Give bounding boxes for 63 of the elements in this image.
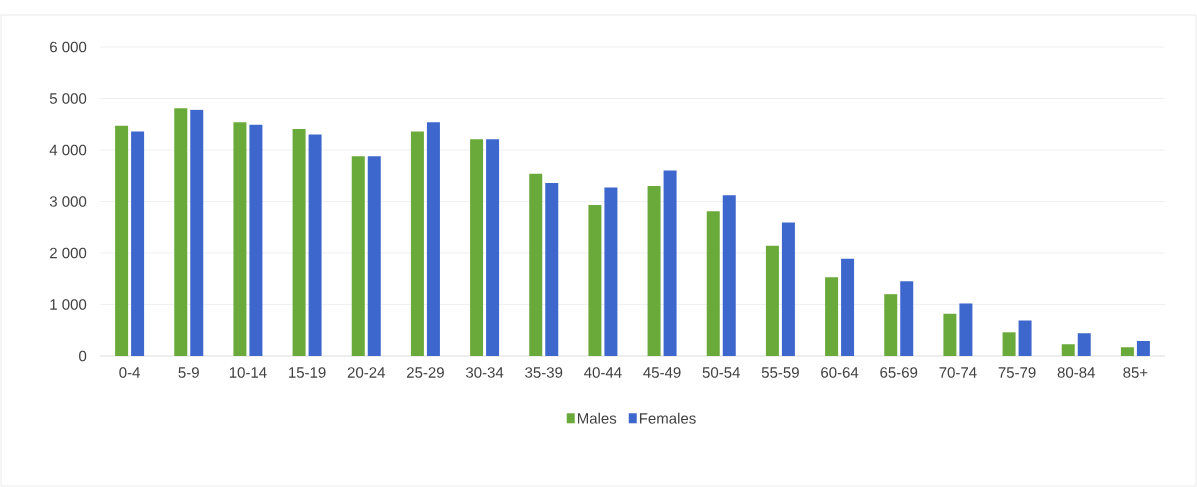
bar <box>900 281 914 356</box>
legend-label: Males <box>577 412 617 424</box>
x-tick-label: 65-69 <box>880 367 918 378</box>
y-tick-label: 4 000 <box>49 144 87 156</box>
x-tick-label: 35-39 <box>525 367 563 378</box>
bar <box>1061 344 1075 356</box>
bar <box>588 205 602 356</box>
x-tick-label: 50-54 <box>702 367 740 378</box>
bar <box>706 211 720 356</box>
y-tick-label: 2 000 <box>50 247 87 259</box>
bar <box>765 245 779 356</box>
bar <box>1077 333 1091 356</box>
legend-label: Females <box>639 412 696 424</box>
bar <box>1002 332 1016 356</box>
bar <box>308 134 322 356</box>
bar <box>174 108 188 356</box>
y-tick-label: 1 000 <box>50 299 87 310</box>
x-tick-label: 55-59 <box>761 367 799 378</box>
x-tick-label: 80-84 <box>1057 367 1095 378</box>
x-tick-label: 10-14 <box>229 367 267 378</box>
x-tick-label: 5-9 <box>178 367 199 378</box>
x-tick-label: 60-64 <box>821 367 859 378</box>
bar <box>545 182 559 356</box>
x-tick-label: 70-74 <box>939 367 977 378</box>
bar <box>943 313 957 356</box>
bar <box>884 294 898 356</box>
bar <box>841 258 855 356</box>
bar <box>233 122 247 356</box>
bar <box>1120 347 1134 356</box>
bar <box>426 122 440 356</box>
bar <box>1018 320 1032 356</box>
x-tick-label: 20-24 <box>347 367 385 378</box>
bar <box>604 187 618 356</box>
bar <box>663 170 677 356</box>
x-tick-label: 45-49 <box>643 367 681 378</box>
y-tick-label: 0 <box>79 350 87 362</box>
x-tick-label: 0-4 <box>119 367 140 378</box>
y-tick-label: 5 000 <box>49 93 87 104</box>
x-tick-label: 75-79 <box>998 367 1036 378</box>
bar <box>1136 341 1150 356</box>
bar <box>292 128 306 356</box>
x-tick-label: 85+ <box>1123 367 1148 378</box>
bar <box>190 109 204 356</box>
bar <box>410 131 424 356</box>
bar <box>825 277 839 356</box>
x-tick-label: 25-29 <box>406 367 444 378</box>
x-tick-label: 15-19 <box>289 367 326 378</box>
bar <box>351 156 365 356</box>
bar <box>959 303 973 356</box>
bar <box>249 124 263 356</box>
bar <box>781 222 795 356</box>
bar <box>722 195 736 356</box>
bar <box>470 139 484 356</box>
bar <box>529 173 543 356</box>
bar <box>115 125 129 356</box>
bar <box>367 156 381 356</box>
y-tick-label: 6 000 <box>50 41 87 53</box>
bar <box>647 186 661 356</box>
x-tick-label: 40-44 <box>584 367 622 378</box>
x-tick-label: 30-34 <box>465 367 504 378</box>
bar <box>131 131 145 356</box>
y-tick-label: 3 000 <box>49 196 87 207</box>
bar <box>486 139 500 356</box>
